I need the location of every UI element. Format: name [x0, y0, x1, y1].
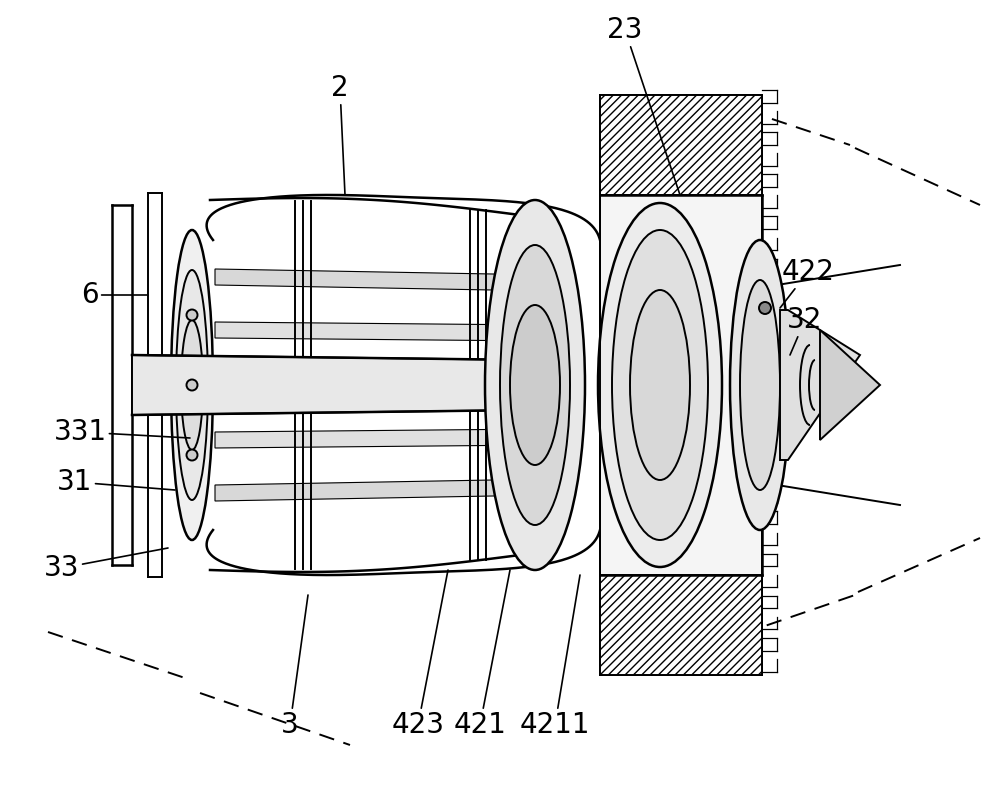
Polygon shape	[600, 95, 762, 195]
Ellipse shape	[730, 240, 790, 530]
Ellipse shape	[176, 270, 208, 500]
Ellipse shape	[187, 310, 198, 321]
Polygon shape	[132, 355, 530, 415]
Ellipse shape	[500, 245, 570, 525]
Text: 6: 6	[81, 281, 148, 309]
Ellipse shape	[485, 200, 585, 570]
Text: 2: 2	[331, 74, 349, 195]
Text: 31: 31	[57, 468, 175, 496]
Polygon shape	[215, 429, 515, 448]
Ellipse shape	[171, 230, 213, 540]
Text: 3: 3	[281, 595, 308, 739]
Text: 33: 33	[44, 548, 168, 582]
Ellipse shape	[598, 203, 722, 567]
Polygon shape	[820, 330, 880, 440]
Text: 32: 32	[787, 306, 823, 355]
Text: 4211: 4211	[520, 575, 590, 739]
Ellipse shape	[187, 450, 198, 460]
Text: 23: 23	[607, 16, 680, 195]
Polygon shape	[215, 480, 515, 501]
Polygon shape	[780, 310, 860, 460]
Ellipse shape	[630, 290, 690, 480]
Polygon shape	[215, 377, 515, 393]
Ellipse shape	[740, 280, 780, 490]
Ellipse shape	[612, 230, 708, 540]
Polygon shape	[600, 95, 762, 675]
Text: 331: 331	[53, 418, 190, 446]
Polygon shape	[600, 575, 762, 675]
Polygon shape	[215, 322, 515, 341]
Ellipse shape	[187, 379, 198, 390]
Ellipse shape	[759, 302, 771, 314]
Text: 421: 421	[454, 570, 510, 739]
Text: 422: 422	[780, 258, 834, 308]
Polygon shape	[215, 269, 515, 291]
Text: 423: 423	[392, 570, 448, 739]
Ellipse shape	[181, 320, 203, 450]
Ellipse shape	[510, 305, 560, 465]
